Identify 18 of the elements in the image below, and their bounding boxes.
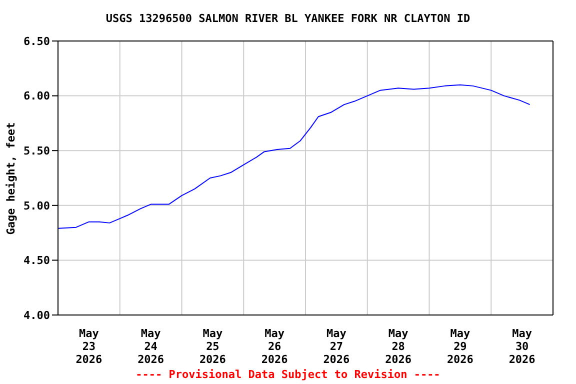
y-tick-label: 4.00 <box>24 308 50 322</box>
x-tick-label: May 23 2026 <box>76 327 103 366</box>
y-tick-label: 5.50 <box>24 144 50 158</box>
x-tick-label: May 30 2026 <box>508 327 536 366</box>
x-tick-label: May 26 2026 <box>261 327 288 366</box>
line-series <box>58 84 530 229</box>
x-tick-label: May 27 2026 <box>323 327 350 366</box>
x-tick-label: May 25 2026 <box>199 327 226 366</box>
x-tick-label: May 24 2026 <box>138 327 164 366</box>
chart-title: USGS 13296500 SALMON RIVER BL YANKEE FORK NR CLAYTON ID <box>104 12 472 25</box>
y-tick-label: 6.50 <box>24 34 50 48</box>
y-tick-label: 5.00 <box>24 199 50 212</box>
y-tick-label: 4.50 <box>24 254 50 268</box>
y-axis-title: Gage height, feet <box>4 121 18 237</box>
text: ---- Provisional Data Subject to Revision ---- <box>134 368 442 381</box>
y-tick-label: 6.00 <box>24 90 50 103</box>
x-tick-label: May 28 2026 <box>385 327 412 366</box>
x-tick-label: May 29 2026 <box>446 327 474 366</box>
